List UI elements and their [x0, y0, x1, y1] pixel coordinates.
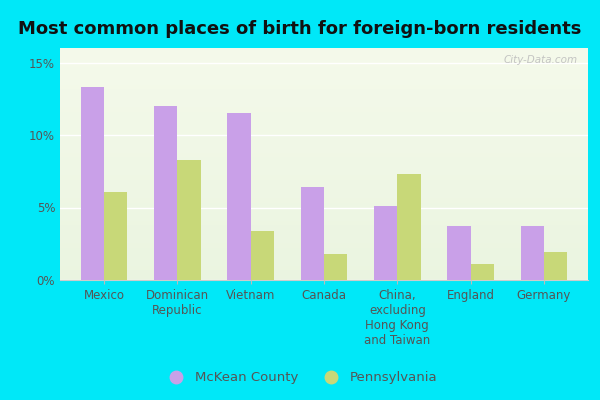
- Bar: [227, 113, 251, 280]
- Bar: [178, 160, 201, 280]
- Bar: [154, 106, 178, 280]
- Bar: [104, 192, 127, 280]
- Bar: [470, 264, 494, 280]
- Bar: [397, 174, 421, 280]
- Bar: [521, 226, 544, 280]
- Bar: [324, 254, 347, 280]
- Bar: [80, 87, 104, 280]
- Legend: McKean County, Pennsylvania: McKean County, Pennsylvania: [158, 366, 442, 390]
- Bar: [544, 252, 568, 280]
- Text: Most common places of birth for foreign-born residents: Most common places of birth for foreign-…: [19, 20, 581, 38]
- Bar: [251, 231, 274, 280]
- Text: City-Data.com: City-Data.com: [503, 55, 577, 65]
- Bar: [301, 187, 324, 280]
- Bar: [447, 226, 470, 280]
- Bar: [374, 206, 397, 280]
